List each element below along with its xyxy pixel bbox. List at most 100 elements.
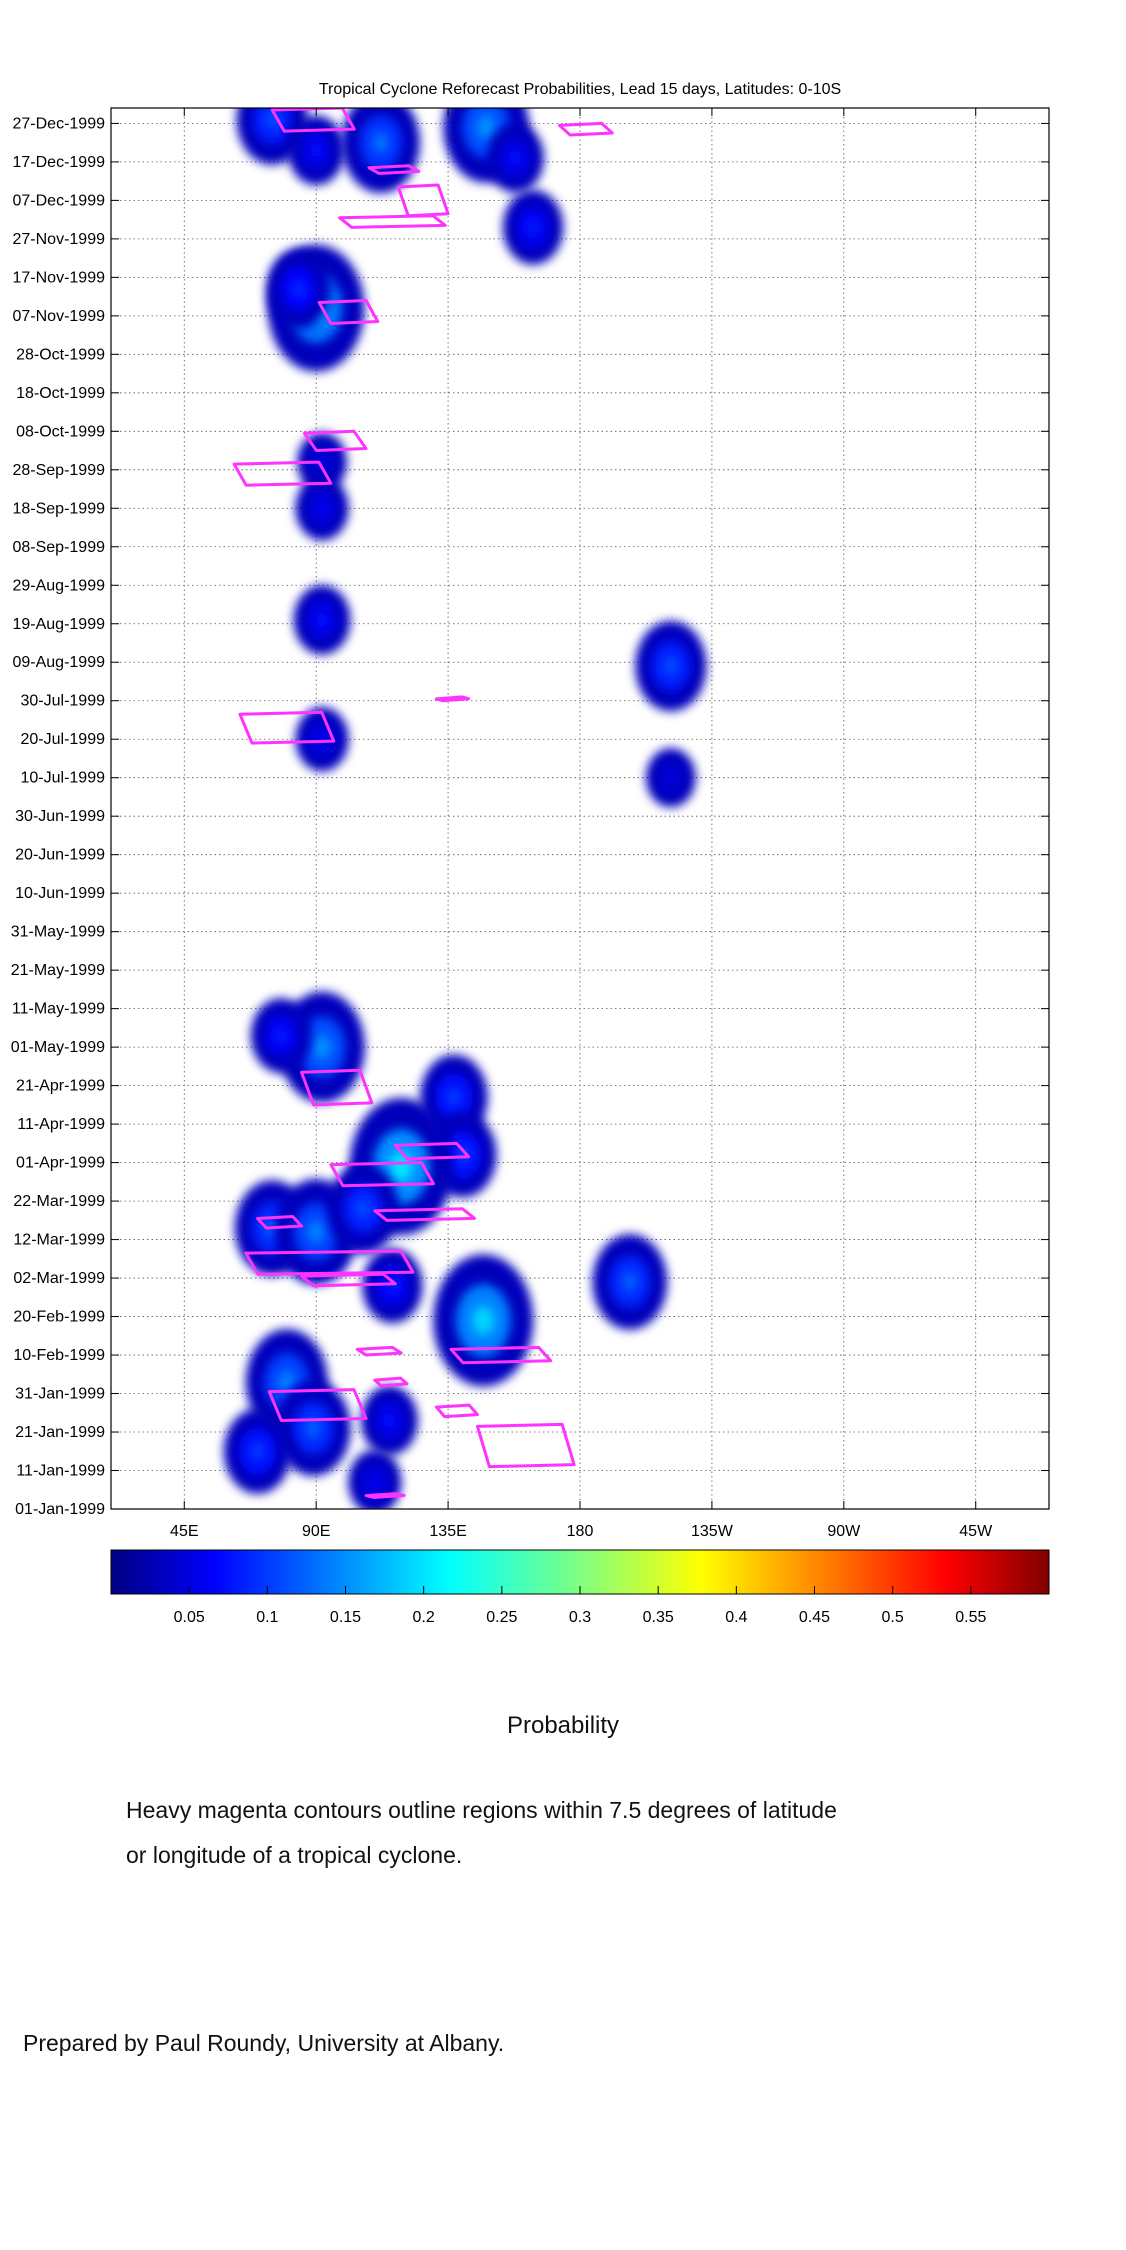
cyclone-contour [238,710,336,745]
cyclone-contour [367,164,421,175]
y-tick-label: 30-Jul-1999 [21,693,106,710]
probability-blob-peak [250,1441,265,1461]
cyclone-contour [338,214,447,229]
probability-blob-peak [274,1027,288,1044]
y-tick-label: 27-Nov-1999 [13,231,106,248]
contour-note-line-1: Heavy magenta contours outline regions w… [126,1797,837,1823]
probability-blob-peak [309,142,323,158]
cyclone-contour [434,1403,479,1419]
cyclone-contour [373,1207,476,1222]
probability-blob-peak [383,1412,396,1429]
y-tick-label: 19-Aug-1999 [12,616,105,633]
probability-blob-peak [316,732,328,747]
probability-blob-peak [663,656,679,677]
cyclone-contours [232,108,614,1499]
cyclone-contour [256,1214,304,1230]
probability-blob-peak [526,219,540,236]
cyclone-contour [449,1345,553,1365]
y-tick-label: 01-May-1999 [11,1039,105,1056]
y-tick-label: 21-Apr-1999 [16,1078,105,1095]
y-tick-label: 12-Mar-1999 [13,1232,105,1249]
probability-blob-peak [509,150,522,166]
x-tick-label: 180 [567,1523,594,1540]
x-tick-label: 45W [959,1523,993,1540]
y-tick-label: 28-Sep-1999 [12,462,105,479]
chart-title: Tropical Cyclone Reforecast Probabilitie… [319,81,841,98]
x-tick-label: 90E [302,1523,330,1540]
y-tick-label: 11-Jan-1999 [16,1463,105,1480]
probability-blob-peak [446,1087,462,1107]
y-tick-label: 27-Dec-1999 [13,115,106,132]
probability-blob-peak [368,1474,381,1490]
cyclone-contour [267,1388,368,1422]
y-tick-label: 30-Jun-1999 [15,808,105,825]
cyclone-contour [393,1141,471,1161]
probability-blob-peak [307,1220,326,1244]
probability-blob-peak [305,1417,322,1439]
credit-line: Prepared by Paul Roundy, University at A… [23,2030,505,2056]
probability-blob-peak [385,1277,400,1294]
colorbar-tick-label: 0.1 [256,1609,278,1626]
cyclone-contour [475,1422,576,1469]
y-tick-label: 18-Sep-1999 [12,500,105,517]
x-axis: 45E 90E 135E 180 135W 90W 45W [170,108,993,1540]
y-tick-label: 28-Oct-1999 [16,346,105,363]
colorbar-tick-label: 0.05 [174,1609,205,1626]
colorbar-ticks: 0.05 0.1 0.15 0.2 0.25 0.3 0.35 0.4 0.45 0.5 0.55 [174,1586,987,1626]
probability-blob-peak [472,1305,495,1335]
probability-blob-peak [277,1370,296,1394]
cyclone-contour [302,429,368,453]
y-tick-label: 08-Sep-1999 [12,539,105,556]
colorbar-tick-label: 0.55 [955,1609,986,1626]
y-tick-label: 11-Apr-1999 [17,1116,105,1133]
y-tick-label: 20-Feb-1999 [13,1309,105,1326]
colorbar-tick-label: 0.3 [569,1609,591,1626]
y-tick-label: 20-Jun-1999 [15,847,105,864]
probability-blob-peak [455,1145,471,1165]
y-tick-label: 11-May-1999 [12,1001,105,1018]
y-tick-label: 21-Jan-1999 [15,1424,105,1441]
probability-shading [223,108,707,1509]
x-tick-label: 135E [429,1523,466,1540]
y-tick-label: 01-Apr-1999 [16,1155,105,1172]
probability-blob-peak [372,131,390,154]
cyclone-contour [355,1345,403,1357]
cyclone-contour [557,121,614,137]
y-tick-label: 29-Aug-1999 [12,577,105,594]
cyclone-contour [373,1376,409,1388]
probability-blob-peak [315,612,329,628]
cyclone-contour [300,1272,397,1288]
y-tick-label: 21-May-1999 [11,962,105,979]
probability-blob-peak [665,771,677,785]
y-tick-label: 07-Nov-1999 [13,308,106,325]
y-tick-label: 17-Dec-1999 [13,154,106,171]
contour-note-line-2: or longitude of a tropical cyclone. [126,1842,463,1868]
y-tick-label: 10-Feb-1999 [13,1347,105,1364]
y-tick-label: 10-Jul-1999 [21,770,106,787]
probability-blob-peak [312,1034,332,1060]
cyclone-contour [329,1161,435,1188]
probability-blob-peak [355,1198,371,1219]
colorbar-tick-label: 0.45 [799,1609,830,1626]
chart-figure: Tropical Cyclone Reforecast Probabilitie… [11,81,1050,1626]
x-tick-label: 45E [170,1523,198,1540]
y-tick-label: 08-Oct-1999 [16,423,105,440]
colorbar-tick-label: 0.2 [413,1609,435,1626]
probability-blob-peak [476,115,496,140]
y-tick-label: 31-Jan-1999 [15,1386,105,1403]
colorbar-tick-label: 0.15 [330,1609,361,1626]
y-tick-label: 10-Jun-1999 [15,885,105,902]
probability-blob-peak [291,280,306,298]
colorbar-tick-label: 0.35 [643,1609,674,1626]
x-tick-label: 135W [691,1523,734,1540]
y-tick-label: 17-Nov-1999 [13,269,106,286]
colorbar-tick-label: 0.25 [486,1609,517,1626]
cyclone-contour [232,460,333,487]
cyclone-contour [270,108,356,133]
cyclone-contour [317,298,380,326]
cyclone-contour [434,695,471,703]
colorbar-tick-label: 0.4 [725,1609,747,1626]
cyclone-contour [300,1068,374,1107]
cyclone-contour [244,1249,415,1276]
y-tick-label: 20-Jul-1999 [21,731,106,748]
